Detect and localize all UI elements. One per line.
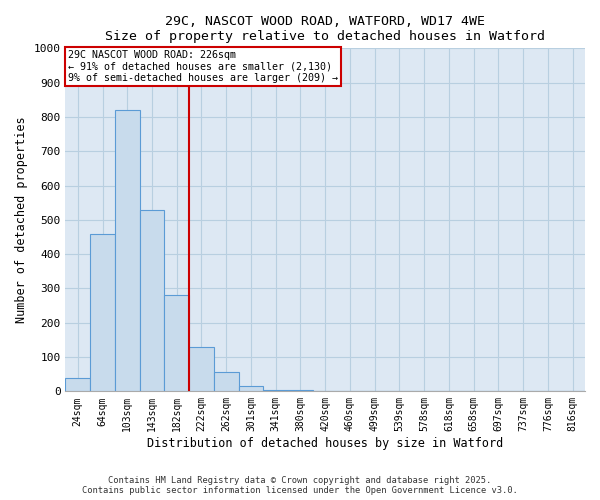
Bar xyxy=(140,210,164,392)
Bar xyxy=(65,378,90,392)
Title: 29C, NASCOT WOOD ROAD, WATFORD, WD17 4WE
Size of property relative to detached h: 29C, NASCOT WOOD ROAD, WATFORD, WD17 4WE… xyxy=(105,15,545,43)
Bar xyxy=(288,390,313,392)
Bar xyxy=(90,234,115,392)
Text: 29C NASCOT WOOD ROAD: 226sqm
← 91% of detached houses are smaller (2,130)
9% of : 29C NASCOT WOOD ROAD: 226sqm ← 91% of de… xyxy=(68,50,338,83)
Bar xyxy=(239,386,263,392)
Bar xyxy=(164,296,189,392)
Bar xyxy=(214,372,239,392)
X-axis label: Distribution of detached houses by size in Watford: Distribution of detached houses by size … xyxy=(147,437,503,450)
Y-axis label: Number of detached properties: Number of detached properties xyxy=(15,116,28,323)
Bar xyxy=(189,346,214,392)
Text: Contains HM Land Registry data © Crown copyright and database right 2025.
Contai: Contains HM Land Registry data © Crown c… xyxy=(82,476,518,495)
Bar xyxy=(263,390,288,392)
Bar xyxy=(115,110,140,392)
